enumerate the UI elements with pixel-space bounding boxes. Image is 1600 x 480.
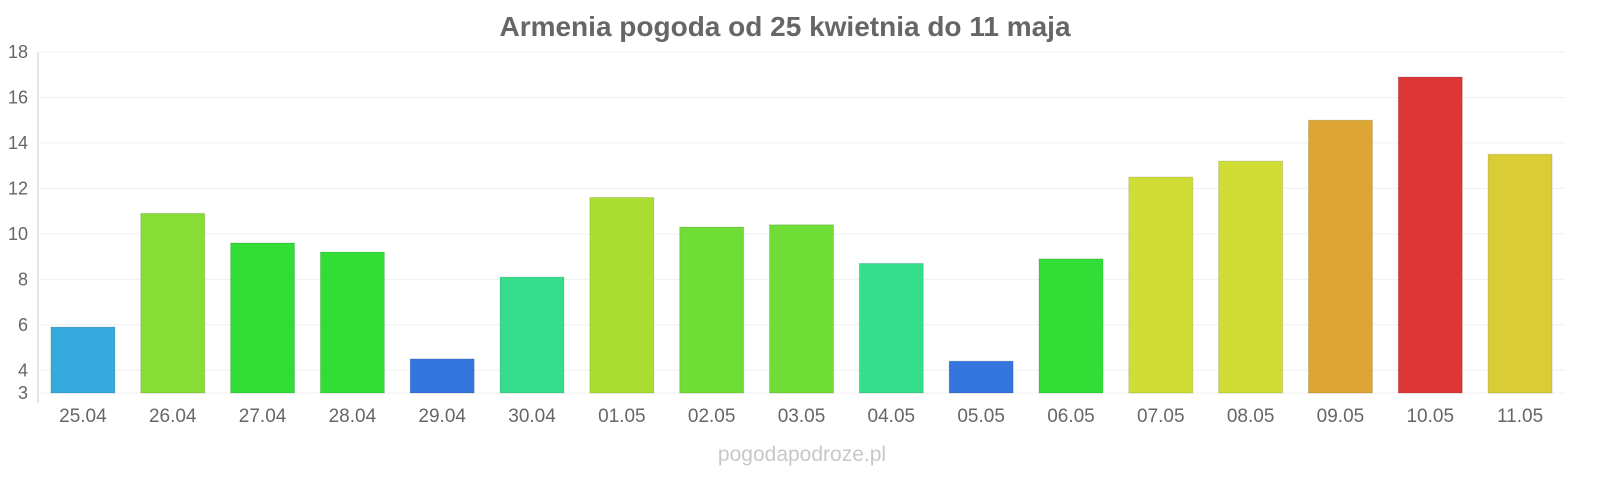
x-tick-label: 28.04 bbox=[329, 406, 377, 427]
bar-02.05[interactable] bbox=[679, 226, 745, 394]
x-tick-label: 11.05 bbox=[1497, 406, 1543, 427]
bar-27.04[interactable] bbox=[230, 242, 296, 394]
x-tick-label: 26.04 bbox=[149, 406, 197, 427]
bar-03.05[interactable] bbox=[769, 224, 834, 394]
watermark: pogodapodroze.pl bbox=[718, 443, 886, 466]
x-tick-label: 09.05 bbox=[1317, 406, 1365, 427]
x-tick-label: 01.05 bbox=[598, 406, 646, 427]
y-tick-label: 12 bbox=[8, 178, 28, 198]
x-tick-label: 06.05 bbox=[1047, 406, 1095, 427]
x-tick-label: 03.05 bbox=[778, 406, 826, 427]
x-tick-label: 07.05 bbox=[1137, 406, 1185, 427]
bar-30.04[interactable] bbox=[499, 276, 565, 394]
y-tick-label: 3 bbox=[18, 383, 28, 403]
y-tick-label: 8 bbox=[18, 269, 28, 289]
x-tick-label: 27.04 bbox=[239, 406, 287, 427]
bar-26.04[interactable] bbox=[140, 212, 206, 394]
bar-10.05[interactable] bbox=[1397, 76, 1463, 394]
bar-28.04[interactable] bbox=[319, 251, 385, 394]
x-tick-label: 25.04 bbox=[59, 406, 107, 427]
bar-29.04[interactable] bbox=[409, 358, 475, 394]
y-tick-label: 16 bbox=[8, 87, 28, 107]
x-tick-label: 29.04 bbox=[418, 406, 466, 427]
y-tick-label: 10 bbox=[8, 224, 28, 244]
y-tick-label: 18 bbox=[8, 42, 28, 62]
y-tick-label: 4 bbox=[18, 360, 28, 380]
bar-08.05[interactable] bbox=[1218, 160, 1284, 394]
bar-05.05[interactable] bbox=[948, 360, 1014, 394]
bar-01.05[interactable] bbox=[589, 196, 655, 394]
x-tick-label: 10.05 bbox=[1406, 406, 1454, 427]
y-tick-label: 14 bbox=[8, 133, 28, 153]
x-tick-label: 30.04 bbox=[508, 406, 556, 427]
chart-title: Armenia pogoda od 25 kwietnia do 11 maja bbox=[499, 11, 1070, 42]
bar-04.05[interactable] bbox=[858, 262, 924, 394]
x-tick-label: 04.05 bbox=[868, 406, 916, 427]
bar-09.05[interactable] bbox=[1307, 119, 1373, 394]
bar-11.05[interactable] bbox=[1487, 153, 1553, 394]
bar-06.05[interactable] bbox=[1038, 258, 1104, 394]
x-tick-label: 08.05 bbox=[1227, 406, 1275, 427]
y-tick-label: 6 bbox=[18, 315, 28, 335]
x-tick-label: 02.05 bbox=[688, 406, 736, 427]
x-tick-label: 05.05 bbox=[957, 406, 1005, 427]
bar-07.05[interactable] bbox=[1128, 176, 1194, 394]
bar-25.04[interactable] bbox=[50, 326, 116, 394]
